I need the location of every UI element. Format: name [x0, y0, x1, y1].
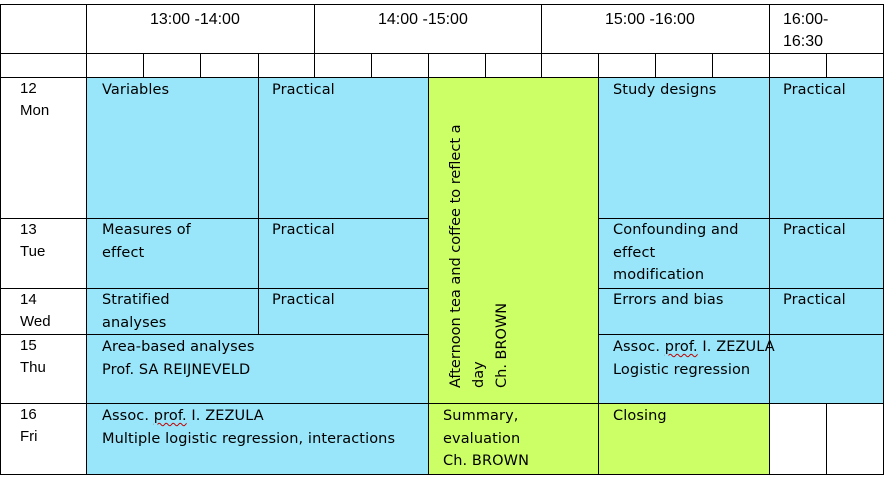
- header-slot-13-14: 13:00 -14:00: [150, 11, 240, 28]
- text-tue-measures-l1: Measures of: [102, 222, 191, 238]
- text-wed-stratified-l2: analyses: [102, 314, 167, 331]
- text-wed-practical1: Practical: [272, 292, 335, 308]
- day-mon-num: 12: [20, 80, 37, 97]
- day-fri-name: Fri: [20, 428, 38, 445]
- text-thu-area-l2: Prof. SA REIJNEVELD: [102, 361, 251, 378]
- text-fri-summary-l2: evaluation: [443, 430, 521, 447]
- text-tea-line3: Ch. BROWN: [494, 302, 510, 388]
- cell-tue-practical2: [769, 218, 883, 288]
- day-tue: 13 Tue: [0, 219, 86, 263]
- cell-mon-study: [598, 77, 769, 218]
- day-wed: 14 Wed: [0, 289, 86, 333]
- header-slot-16-1630-end: 16:30: [783, 33, 824, 50]
- text-fri-assoc-l1: Assoc. prof. I. ZEZULA: [102, 408, 264, 424]
- text-thu-logistic: Logistic regression: [613, 361, 751, 378]
- day-mon: 12 Mon: [0, 78, 86, 122]
- cell-wed-errors: [598, 288, 769, 334]
- header-slot-16-1630-start: 16:00-: [783, 11, 829, 28]
- day-tue-name: Tue: [20, 243, 46, 260]
- text-fri-closing: Closing: [613, 408, 667, 424]
- cell-mon-variables: [86, 77, 258, 218]
- cell-thu-area: [86, 334, 428, 403]
- text-tue-measures-l2: effect: [102, 244, 145, 261]
- text-fri-summary: Summary, evaluation Ch. BROWN: [443, 405, 529, 473]
- day-mon-name: Mon: [20, 102, 50, 119]
- text-fri-summary-l3: Ch. BROWN: [443, 453, 530, 469]
- day-tue-num: 13: [20, 221, 37, 238]
- text-fri-summary-l1: Summary,: [443, 408, 519, 424]
- text-mon-practical2: Practical: [783, 82, 846, 98]
- day-fri: 16 Fri: [0, 404, 86, 448]
- text-tue-practical1: Practical: [272, 222, 335, 238]
- day-wed-name: Wed: [20, 313, 51, 330]
- cell-tue-confounding: [598, 218, 769, 288]
- text-tue-confounding-l3: modification: [613, 267, 705, 283]
- day-fri-num: 16: [20, 406, 37, 423]
- text-tue-practical2: Practical: [783, 222, 846, 238]
- text-fri-assoc: Assoc. prof. I. ZEZULA Multiple logistic…: [102, 405, 395, 450]
- day-thu: 15 Thu: [0, 335, 86, 379]
- cell-fri-assoc: [86, 403, 428, 474]
- cell-tea-break: [428, 77, 598, 403]
- cell-mon-practical2: [769, 77, 883, 218]
- day-wed-num: 14: [20, 291, 37, 308]
- text-thu-assoc-l1: Assoc. prof. I. ZEZULA: [613, 339, 775, 355]
- cell-tue-practical1: [258, 218, 428, 288]
- text-wed-stratified-l1: Stratified: [102, 292, 170, 308]
- text-wed-errors: Errors and bias: [613, 292, 724, 308]
- text-fri-multiple: Multiple logistic regression, interactio…: [102, 430, 396, 447]
- day-thu-name: Thu: [20, 359, 46, 376]
- text-wed-stratified: Stratified analyses: [102, 289, 170, 334]
- cell-thu-assoc: [598, 334, 883, 403]
- header-slot-15-16: 15:00 -16:00: [605, 11, 695, 28]
- text-mon-study: Study designs: [613, 82, 717, 98]
- text-tue-confounding: Confounding and effect modification: [613, 219, 739, 287]
- text-thu-area: Area-based analyses Prof. SA REIJNEVELD: [102, 336, 254, 381]
- text-tea-line1: Afternoon tea and coffee to reflect a: [448, 124, 464, 388]
- text-tue-confounding-l1: Confounding and: [613, 222, 739, 238]
- text-thu-assoc: Assoc. prof. I. ZEZULA Logistic regressi…: [613, 336, 775, 381]
- text-mon-variables: Variables: [102, 82, 170, 98]
- cell-wed-practical2: [769, 288, 883, 334]
- text-thu-area-l1: Area-based analyses: [102, 339, 255, 355]
- text-tea-line2: day: [471, 361, 487, 388]
- cell-wed-practical1: [258, 288, 428, 334]
- day-thu-num: 15: [20, 337, 37, 354]
- cell-fri-closing: [598, 403, 769, 474]
- text-wed-practical2: Practical: [783, 292, 846, 308]
- cell-tue-measures: [86, 218, 258, 288]
- cell-fri-summary: [428, 403, 598, 474]
- text-tue-confounding-l2: effect: [613, 244, 656, 261]
- cell-mon-practical1: [258, 77, 428, 218]
- text-tue-measures: Measures of effect: [102, 219, 191, 264]
- text-mon-practical1: Practical: [272, 82, 335, 98]
- header-slot-14-15: 14:00 -15:00: [378, 11, 468, 28]
- cell-wed-stratified: [86, 288, 258, 334]
